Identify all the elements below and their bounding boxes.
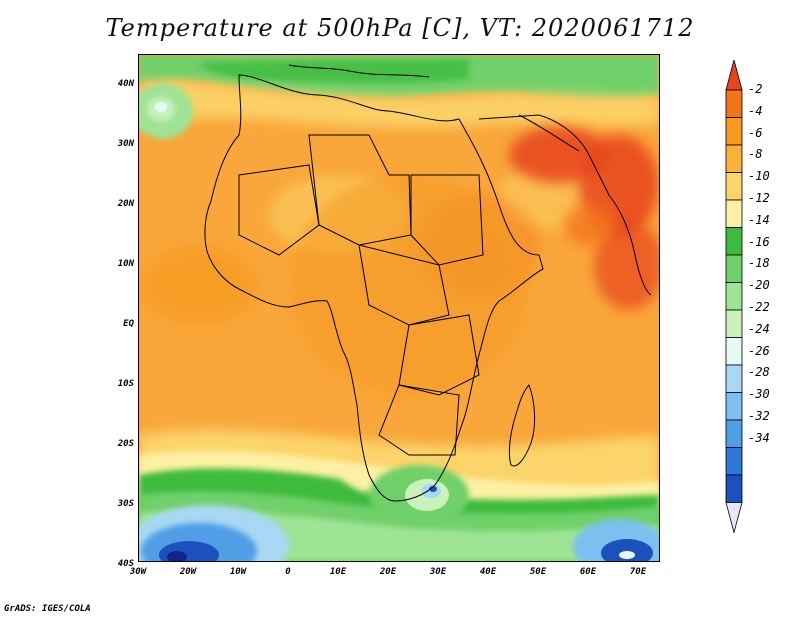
temperature-map bbox=[138, 54, 660, 562]
lat-label: 40N bbox=[117, 79, 134, 89]
lon-label: 50E bbox=[529, 567, 547, 577]
colorbar-segment bbox=[725, 89, 743, 118]
colorbar-segment bbox=[725, 227, 743, 256]
colorbar-segment bbox=[725, 199, 743, 228]
temperature-field bbox=[139, 55, 659, 561]
lat-label: 10S bbox=[117, 379, 134, 389]
colorbar-segment bbox=[725, 117, 743, 146]
colorbar-label: -20 bbox=[748, 278, 770, 293]
colorbar-segment bbox=[725, 144, 743, 173]
lat-label: 30N bbox=[117, 139, 134, 149]
colorbar-label: -18 bbox=[748, 256, 770, 271]
lat-label: 20N bbox=[117, 199, 134, 209]
lon-label: 70E bbox=[629, 567, 647, 577]
colorbar-segment bbox=[725, 337, 743, 366]
colorbar-label: -24 bbox=[748, 321, 770, 336]
lat-label: 20S bbox=[117, 439, 134, 449]
colorbar-segment bbox=[725, 419, 743, 448]
colorbar-segment bbox=[725, 392, 743, 421]
colorbar bbox=[725, 60, 743, 535]
colorbar-label: -6 bbox=[748, 125, 763, 140]
colorbar-label: -28 bbox=[748, 365, 770, 380]
coastlines bbox=[204, 64, 652, 502]
lat-label: 30S bbox=[117, 499, 134, 509]
colorbar-label: -26 bbox=[748, 343, 770, 358]
colorbar-segment bbox=[725, 172, 743, 201]
colorbar-bottom-arrow bbox=[725, 502, 743, 535]
colorbar-label: -12 bbox=[748, 191, 770, 205]
colorbar-label: -8 bbox=[748, 147, 763, 162]
lon-label: 10W bbox=[229, 567, 247, 577]
lon-label: 60E bbox=[579, 567, 597, 577]
colorbar-segment bbox=[725, 364, 743, 393]
colorbar-segment bbox=[725, 282, 743, 311]
colorbar-label: -4 bbox=[748, 103, 763, 118]
lon-label: 0 bbox=[285, 567, 291, 577]
colorbar-label: -32 bbox=[748, 409, 770, 423]
colorbar-segment bbox=[725, 447, 743, 476]
lon-label: 30W bbox=[129, 567, 147, 577]
colorbar-label: -10 bbox=[748, 169, 770, 184]
lat-label: 40S bbox=[117, 559, 134, 569]
colorbar-label: -14 bbox=[748, 212, 770, 227]
lon-label: 20E bbox=[379, 567, 397, 577]
lon-label: 20W bbox=[179, 567, 197, 577]
lon-label: 30E bbox=[429, 567, 447, 577]
colorbar-label: -34 bbox=[748, 430, 770, 445]
footer-credit: GrADS: IGES/COLA bbox=[4, 604, 91, 614]
colorbar-label: -30 bbox=[748, 387, 770, 402]
colorbar-segment bbox=[725, 474, 743, 503]
colorbar-segment bbox=[725, 309, 743, 338]
colorbar-label: -2 bbox=[748, 82, 763, 96]
colorbar-label: -22 bbox=[748, 300, 770, 314]
colorbar-label: -16 bbox=[748, 234, 770, 249]
lon-label: 40E bbox=[479, 567, 497, 577]
colorbar-top-arrow bbox=[725, 60, 743, 91]
lat-label: 10N bbox=[117, 259, 134, 269]
colorbar-segment bbox=[725, 254, 743, 283]
lat-label: EQ bbox=[123, 319, 134, 329]
lon-label: 10E bbox=[329, 567, 347, 577]
map-title: Temperature at 500hPa [C], VT: 202006171… bbox=[105, 14, 695, 42]
